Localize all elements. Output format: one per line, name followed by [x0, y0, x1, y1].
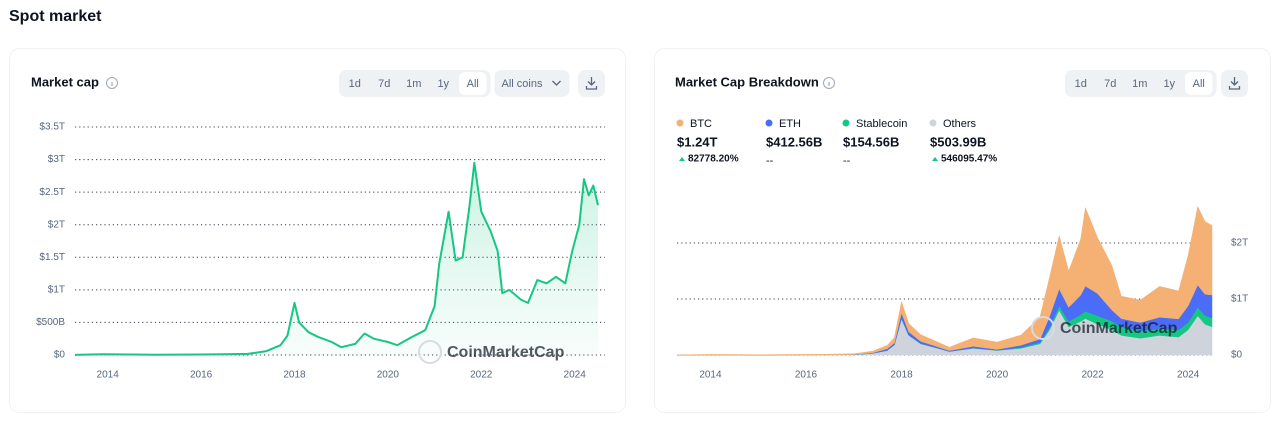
x-tick-label: 2014	[97, 370, 120, 381]
x-tick-label: 2024	[1177, 370, 1200, 381]
time-range-button[interactable]: All	[467, 78, 479, 90]
legend-name: ETH	[779, 118, 801, 130]
legend-dot	[929, 119, 937, 127]
time-range-button[interactable]: 1m	[406, 78, 421, 90]
y-tick-label: $1T	[48, 284, 65, 295]
change-arrow	[932, 157, 938, 161]
y-tick-label: $3T	[48, 154, 65, 165]
y-tick-label: $2T	[48, 219, 65, 230]
time-range-button[interactable]: 7d	[378, 78, 390, 90]
time-range-button[interactable]: 1d	[349, 78, 361, 90]
legend-change: 82778.20%	[688, 154, 739, 165]
time-range-button[interactable]: All	[1193, 78, 1205, 90]
x-tick-label: 2018	[890, 370, 913, 381]
info-icon[interactable]	[106, 77, 118, 89]
legend-dot	[676, 119, 684, 127]
x-tick-label: 2024	[564, 370, 587, 381]
x-tick-label: 2020	[377, 370, 400, 381]
time-range-button[interactable]: 7d	[1104, 78, 1116, 90]
chart-title: Market Cap Breakdown	[675, 74, 819, 89]
legend-change: 546095.47%	[941, 154, 997, 165]
dropdown-chevron	[552, 80, 561, 86]
x-tick-label: 2022	[470, 370, 493, 381]
legend-value: $412.56B	[766, 134, 822, 149]
x-tick-label: 2016	[190, 370, 213, 381]
time-range-button[interactable]: 1y	[1163, 78, 1175, 90]
legend-dot	[765, 119, 773, 127]
x-tick-label: 2016	[795, 370, 818, 381]
coin-dropdown-label[interactable]: All coins	[502, 78, 543, 90]
download-icon	[1228, 77, 1241, 90]
x-tick-label: 2022	[1081, 370, 1104, 381]
y-tick-label: $2.5T	[39, 187, 65, 198]
legend-change: --	[766, 155, 774, 167]
legend-dot	[842, 119, 850, 127]
time-range-button[interactable]: 1y	[437, 78, 449, 90]
y-tick-label: $3.5T	[39, 122, 65, 133]
legend-name: Stablecoin	[856, 118, 907, 130]
y-tick-label: $1T	[1231, 294, 1248, 305]
info-icon[interactable]	[823, 77, 835, 89]
y-tick-label: $0	[54, 350, 66, 361]
x-tick-label: 2014	[699, 370, 722, 381]
time-range-button-active[interactable]	[459, 72, 487, 95]
area-fill	[75, 162, 598, 355]
chart-title: Market cap	[31, 74, 99, 89]
download-icon	[585, 77, 598, 90]
watermark-logo	[418, 340, 442, 364]
line	[74, 161, 599, 356]
legend-change: --	[843, 155, 851, 167]
panel	[654, 48, 1271, 413]
legend-value: $154.56B	[843, 134, 899, 149]
watermark-logo	[1031, 316, 1055, 340]
time-range-button[interactable]: 1m	[1132, 78, 1147, 90]
legend-value: $1.24T	[677, 134, 718, 149]
change-arrow	[679, 157, 685, 161]
area-segment	[676, 205, 1213, 356]
y-tick-label: $0	[1231, 350, 1243, 361]
x-tick-label: 2020	[986, 370, 1009, 381]
legend-name: BTC	[690, 118, 712, 130]
coin-dropdown[interactable]	[494, 70, 570, 97]
watermark: CoinMarketCap	[447, 344, 565, 361]
legend-value: $503.99B	[930, 134, 986, 149]
watermark: CoinMarketCap	[1060, 320, 1178, 337]
time-range-group	[339, 70, 491, 97]
y-tick-label: $500B	[36, 317, 65, 328]
y-tick-label: $1.5T	[39, 252, 65, 263]
y-tick-label: $2T	[1231, 238, 1248, 249]
time-range-button[interactable]: 1d	[1075, 78, 1087, 90]
page-title: Spot market	[9, 8, 102, 25]
time-range-button-active[interactable]	[1185, 72, 1213, 95]
x-tick-label: 2018	[283, 370, 306, 381]
time-range-group	[1065, 70, 1217, 97]
legend-name: Others	[943, 118, 977, 130]
